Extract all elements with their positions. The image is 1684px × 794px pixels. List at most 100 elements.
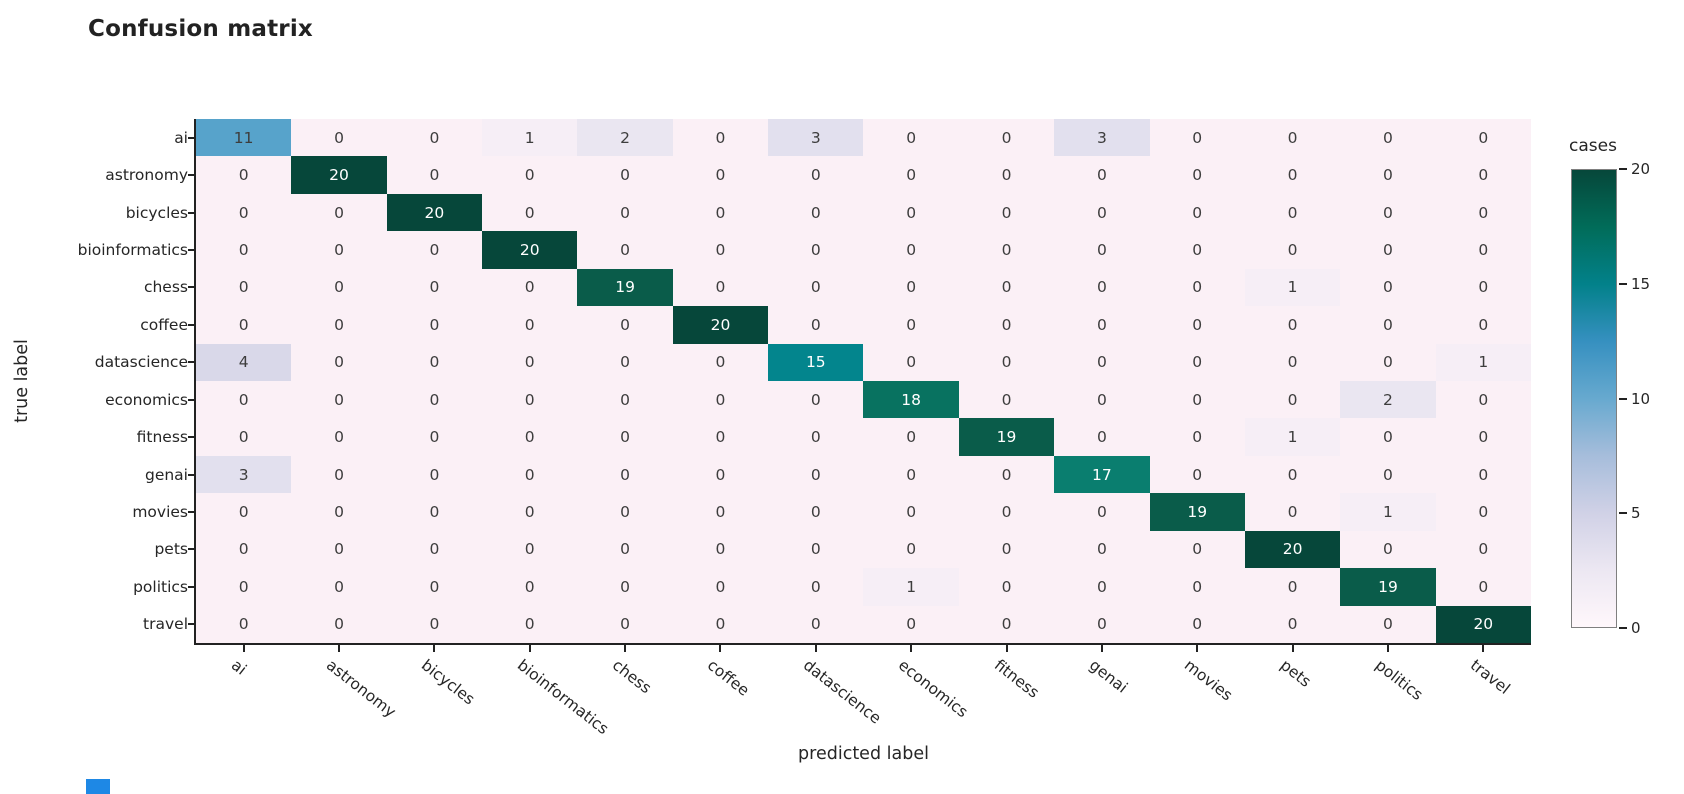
heatmap-cell-genai-ai: 3 [196, 455, 292, 494]
heatmap-cell-politics-economics: 1 [863, 568, 959, 606]
heatmap-cell-ai-astronomy: 0 [291, 119, 387, 157]
colorbar-tick-label-10: 10 [1631, 389, 1651, 408]
heatmap-cell-travel-astronomy: 0 [291, 605, 387, 643]
heatmap-cell-chess-bioinformatics: 0 [482, 268, 578, 307]
x-tick-label-bicycles: bicycles [418, 656, 479, 709]
heatmap-cell-economics-bicycles: 0 [386, 380, 483, 419]
heatmap-cell-pets-ai: 0 [196, 530, 292, 569]
x-tick-label-chess: chess [609, 656, 655, 698]
heatmap-cell-datascience-ai: 4 [196, 343, 292, 381]
heatmap-cell-bicycles-fitness: 0 [958, 193, 1055, 232]
heatmap-cell-economics-travel: 0 [1435, 380, 1531, 419]
x-tick-mark [528, 645, 531, 652]
heatmap-cell-datascience-fitness: 0 [958, 343, 1055, 381]
x-tick-label-ai: ai [227, 656, 250, 679]
heatmap-cell-travel-ai: 0 [196, 605, 292, 643]
y-tick-mark [188, 585, 194, 588]
y-tick-label-travel: travel [143, 615, 188, 634]
heatmap-cell-bioinformatics-politics: 0 [1340, 231, 1436, 269]
y-tick-mark [188, 436, 194, 439]
heatmap-cell-genai-bicycles: 0 [386, 455, 483, 494]
heatmap-cell-bicycles-bicycles: 20 [386, 193, 483, 232]
heatmap-cell-travel-fitness: 0 [958, 605, 1055, 643]
heatmap-cell-pets-chess: 0 [577, 530, 673, 569]
heatmap-cell-coffee-bioinformatics: 0 [482, 306, 578, 344]
heatmap-cell-ai-ai: 11 [196, 119, 292, 157]
heatmap-cell-astronomy-ai: 0 [196, 156, 292, 194]
heatmap-cell-travel-bicycles: 0 [386, 605, 483, 643]
heatmap-cell-movies-genai: 0 [1054, 493, 1150, 531]
heatmap-cell-pets-movies: 0 [1149, 530, 1245, 569]
heatmap-cell-bioinformatics-ai: 0 [196, 231, 292, 269]
x-tick-label-fitness: fitness [990, 656, 1043, 702]
x-tick-mark [1482, 645, 1485, 652]
colorbar-tick-label-5: 5 [1631, 504, 1641, 523]
heatmap-cell-datascience-astronomy: 0 [291, 343, 387, 381]
heatmap-cell-economics-economics: 18 [863, 380, 959, 419]
heatmap-cell-bicycles-movies: 0 [1149, 193, 1245, 232]
colorbar-title: cases [1569, 136, 1617, 156]
heatmap-cell-coffee-pets: 0 [1244, 306, 1341, 344]
x-tick-label-astronomy: astronomy [322, 656, 400, 722]
heatmap-cell-chess-fitness: 0 [958, 268, 1055, 307]
heatmap-cell-politics-bicycles: 0 [386, 568, 483, 606]
heatmap-cell-ai-datascience: 3 [768, 119, 864, 157]
y-tick-label-coffee: coffee [140, 315, 188, 334]
heatmap-cell-ai-bicycles: 0 [386, 119, 483, 157]
heatmap-cell-genai-coffee: 0 [672, 455, 769, 494]
heatmap-cell-travel-politics: 0 [1340, 605, 1436, 643]
heatmap-cell-coffee-coffee: 20 [672, 306, 769, 344]
x-tick-label-pets: pets [1276, 656, 1315, 691]
y-tick-label-astronomy: astronomy [105, 166, 188, 185]
heatmap-cell-datascience-travel: 1 [1435, 343, 1531, 381]
heatmap-cell-genai-bioinformatics: 0 [482, 455, 578, 494]
heatmap-cell-pets-bicycles: 0 [386, 530, 483, 569]
heatmap-cell-politics-politics: 19 [1340, 568, 1436, 606]
heatmap-cell-fitness-chess: 0 [577, 418, 673, 456]
heatmap-cell-genai-genai: 17 [1054, 455, 1150, 494]
heatmap-cell-astronomy-genai: 0 [1054, 156, 1150, 194]
heatmap-cell-bioinformatics-astronomy: 0 [291, 231, 387, 269]
heatmap-cell-bicycles-pets: 0 [1244, 193, 1341, 232]
heatmap-cell-fitness-fitness: 19 [958, 418, 1055, 456]
heatmap-cell-genai-pets: 0 [1244, 455, 1341, 494]
heatmap-cell-pets-pets: 20 [1244, 530, 1341, 569]
heatmap-cell-movies-datascience: 0 [768, 493, 864, 531]
heatmap-cell-coffee-fitness: 0 [958, 306, 1055, 344]
heatmap-cell-chess-bicycles: 0 [386, 268, 483, 307]
heatmap-grid: 11 0 0 1 2 0 3 0 0 3 0 0 0 0 0 20 0 0 0 0 0 0 0 0 0 0 0 0 0 0 20 0 0 0 0 0 0… [196, 119, 1531, 643]
heatmap-cell-astronomy-travel: 0 [1435, 156, 1531, 194]
heatmap-cell-astronomy-datascience: 0 [768, 156, 864, 194]
y-tick-label-economics: economics [105, 390, 188, 409]
heatmap-cell-bioinformatics-pets: 0 [1244, 231, 1341, 269]
x-tick-mark [1005, 645, 1008, 652]
heatmap-cell-coffee-astronomy: 0 [291, 306, 387, 344]
heatmap-cell-bicycles-travel: 0 [1435, 193, 1531, 232]
heatmap-cell-ai-travel: 0 [1435, 119, 1531, 157]
heatmap-cell-chess-coffee: 0 [672, 268, 769, 307]
heatmap-cell-coffee-travel: 0 [1435, 306, 1531, 344]
heatmap-cell-movies-astronomy: 0 [291, 493, 387, 531]
heatmap-cell-fitness-politics: 0 [1340, 418, 1436, 456]
heatmap-cell-travel-bioinformatics: 0 [482, 605, 578, 643]
heatmap-cell-datascience-datascience: 15 [768, 343, 864, 381]
heatmap-cell-genai-fitness: 0 [958, 455, 1055, 494]
heatmap-cell-bicycles-datascience: 0 [768, 193, 864, 232]
heatmap-cell-politics-bioinformatics: 0 [482, 568, 578, 606]
colorbar-tick-mark [1619, 168, 1627, 170]
heatmap-cell-politics-astronomy: 0 [291, 568, 387, 606]
heatmap-cell-economics-pets: 0 [1244, 380, 1341, 419]
heatmap-cell-datascience-movies: 0 [1149, 343, 1245, 381]
colorbar-tick-label-15: 15 [1631, 274, 1651, 293]
heatmap-cell-genai-chess: 0 [577, 455, 673, 494]
heatmap-cell-pets-politics: 0 [1340, 530, 1436, 569]
heatmap-cell-politics-chess: 0 [577, 568, 673, 606]
heatmap-cell-astronomy-bioinformatics: 0 [482, 156, 578, 194]
heatmap-cell-movies-bioinformatics: 0 [482, 493, 578, 531]
y-tick-label-bicycles: bicycles [125, 203, 188, 222]
heatmap-cell-chess-astronomy: 0 [291, 268, 387, 307]
heatmap-cell-movies-pets: 0 [1244, 493, 1341, 531]
heatmap-cell-chess-travel: 0 [1435, 268, 1531, 307]
y-tick-mark [188, 473, 194, 476]
heatmap-cell-politics-fitness: 0 [958, 568, 1055, 606]
